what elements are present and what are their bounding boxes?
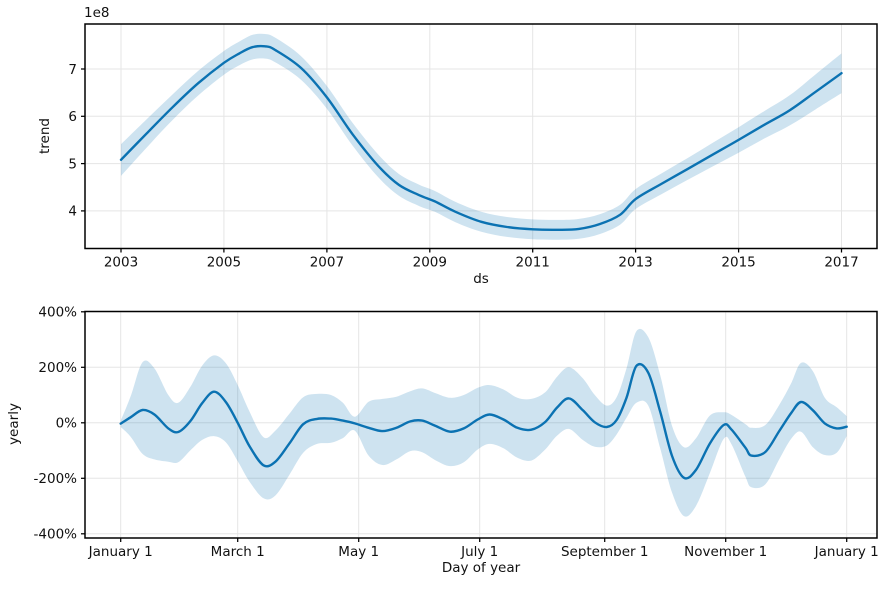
trend-axis-offset-label: 1e8 bbox=[84, 5, 110, 21]
yearly-seasonality-component-x-tick-label: May 1 bbox=[338, 544, 379, 560]
yearly-seasonality-component-x-tick-label: July 1 bbox=[460, 544, 498, 560]
trend-component-x-tick-label: 2017 bbox=[824, 255, 858, 271]
yearly-uncertainty-band bbox=[120, 328, 847, 517]
yearly-x-axis-label: Day of year bbox=[441, 560, 521, 576]
trend-component-y-tick-label: 4 bbox=[68, 204, 77, 220]
yearly-seasonality-component-y-tick-label: 200% bbox=[38, 360, 77, 376]
yearly-seasonality-component-x-tick-label: September 1 bbox=[561, 544, 649, 560]
yearly-seasonality-component-axes-spines bbox=[84, 310, 878, 539]
trend-y-axis-label: trend bbox=[37, 118, 53, 154]
yearly-y-axis-label: yearly bbox=[6, 403, 22, 445]
trend-component-x-tick-label: 2005 bbox=[207, 255, 241, 271]
yearly-seasonality-component-y-tick-label: 0% bbox=[56, 416, 78, 432]
yearly-seasonality-component-x-tick-label: November 1 bbox=[684, 544, 767, 560]
trend-component-x-tick-label: 2003 bbox=[104, 255, 138, 271]
trend-component-y-tick-label: 5 bbox=[68, 156, 77, 172]
yearly-line bbox=[119, 362, 848, 480]
trend-component-y-tick-label: 6 bbox=[68, 109, 77, 125]
yearly-seasonality-component-x-tick-label: January 1 bbox=[814, 544, 879, 560]
yearly-seasonality-component-y-tick-label: -200% bbox=[34, 471, 78, 487]
trend-line bbox=[119, 44, 843, 232]
trend-component-y-tick-label: 7 bbox=[68, 62, 77, 78]
trend-component-x-tick-label: 2009 bbox=[413, 255, 447, 271]
trend-component-x-tick-label: 2007 bbox=[310, 255, 344, 271]
trend-component-x-tick-label: 2015 bbox=[721, 255, 755, 271]
yearly-seasonality-component-x-tick-label: March 1 bbox=[211, 544, 265, 560]
trend-uncertainty-band bbox=[121, 33, 842, 240]
trend-component-axes-spines bbox=[84, 23, 878, 250]
trend-x-axis-label: ds bbox=[473, 271, 489, 287]
yearly-seasonality-component-y-tick-label: 400% bbox=[38, 305, 77, 321]
yearly-seasonality-component-y-tick-label: -400% bbox=[34, 527, 78, 543]
yearly-seasonality-component-x-tick-label: January 1 bbox=[88, 544, 153, 560]
trend-component-x-tick-label: 2013 bbox=[618, 255, 652, 271]
trend-component-x-tick-label: 2011 bbox=[516, 255, 550, 271]
